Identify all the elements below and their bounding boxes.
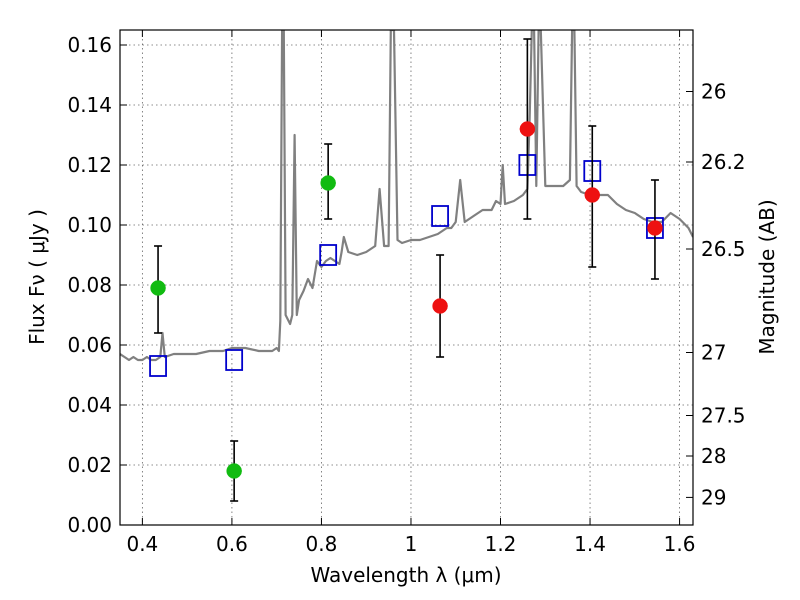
nir-data-point <box>519 121 536 137</box>
right-tick-label: 27 <box>701 341 726 365</box>
nir-data-point <box>432 298 448 314</box>
right-tick-label: 27.5 <box>701 404 746 428</box>
x-tick-label: 1.6 <box>664 532 696 556</box>
plot-background <box>120 30 693 525</box>
model-photometry-point <box>225 349 244 371</box>
right-axis-title: Magnitude (AB) <box>755 199 779 354</box>
optical-data-point <box>150 280 166 296</box>
x-tick-label: 0.8 <box>306 532 338 556</box>
data-layer <box>120 30 693 502</box>
y-tick-label: 0.12 <box>67 153 112 177</box>
y-tick-label: 0.06 <box>67 333 112 357</box>
y-tick-label: 0.10 <box>67 213 112 237</box>
right-tick-label: 26.5 <box>701 237 746 261</box>
optical-data-point <box>320 175 336 191</box>
model-photometry-point <box>319 244 338 266</box>
x-tick-label: 1.2 <box>485 532 517 556</box>
y-tick-label: 0.00 <box>67 513 112 537</box>
model-photometry-point <box>149 355 167 377</box>
model-photometry-point <box>431 205 449 227</box>
plot-frame <box>119 29 694 526</box>
y-tick-label: 0.08 <box>67 273 112 297</box>
y-tick-label: 0.14 <box>67 93 112 117</box>
optical-data-point <box>226 463 242 479</box>
nir-data-point <box>584 187 601 203</box>
y-tick-label: 0.04 <box>67 393 112 417</box>
nir-data-point <box>647 220 663 236</box>
x-axis-title: Wavelength λ (μm) <box>310 563 501 587</box>
right-tick-label: 26.2 <box>701 150 746 174</box>
y-tick-label: 0.16 <box>67 33 112 57</box>
right-tick-label: 29 <box>701 485 726 509</box>
y-tick-label: 0.02 <box>67 453 112 477</box>
y-axis-title: Flux Fν ( μJy ) <box>25 209 49 345</box>
x-tick-label: 0.4 <box>126 532 158 556</box>
x-tick-label: 1.4 <box>574 532 606 556</box>
x-tick-label: 0.6 <box>216 532 248 556</box>
axes: 0.4 0.6 0.8 1 1.2 1.4 1.6 0.00 0.02 0.04 0.06 0.08 0… <box>67 30 746 556</box>
right-tick-label: 28 <box>701 444 726 468</box>
right-tick-label: 26 <box>701 80 726 104</box>
x-tick-label: 1 <box>405 532 418 556</box>
